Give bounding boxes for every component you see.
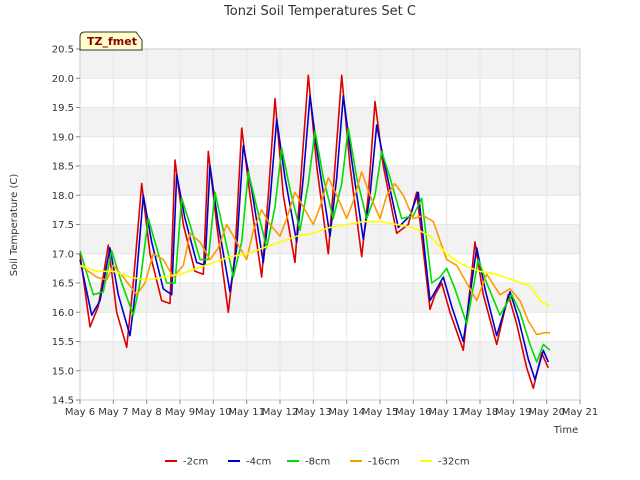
x-tick-label: May 6 — [65, 407, 95, 418]
y-tick-label: 18.0 — [52, 191, 74, 202]
legend-label: -16cm — [368, 457, 400, 468]
x-tick-label: May 12 — [262, 407, 299, 418]
grid-band — [80, 107, 580, 137]
chart-title: Tonzi Soil Temperatures Set C — [223, 4, 416, 19]
y-tick-label: 15.5 — [52, 337, 74, 348]
y-tick-label: 19.0 — [52, 132, 74, 143]
x-tick-label: May 14 — [328, 407, 365, 418]
y-axis-title: Soil Temperature (C) — [9, 174, 20, 277]
y-tick-label: 17.5 — [52, 220, 74, 231]
x-tick-label: May 8 — [132, 407, 162, 418]
legend-label: -4cm — [246, 457, 271, 468]
grid-band — [80, 341, 580, 371]
y-tick-label: 16.5 — [52, 279, 74, 290]
legend-label: -32cm — [438, 457, 470, 468]
site-tag-label: TZ_fmet — [87, 35, 137, 48]
legend: -2cm -4cm -8cm -16cm -32cm — [165, 457, 470, 468]
site-tag: TZ_fmet — [79, 31, 143, 51]
x-tick-label: May 11 — [228, 407, 265, 418]
x-tick-label: May 7 — [98, 407, 128, 418]
y-tick-label: 15.0 — [52, 366, 74, 377]
series-line-4cm — [79, 95, 550, 381]
legend-label: -8cm — [305, 457, 330, 468]
x-tick-label: May 17 — [428, 407, 465, 418]
x-tick-label: May 21 — [562, 407, 599, 418]
y-tick-label: 14.5 — [52, 396, 74, 407]
y-tick-label: 16.0 — [52, 308, 74, 319]
y-tick-label: 20.5 — [52, 45, 74, 56]
legend-label: -2cm — [183, 457, 208, 468]
x-tick-label: May 19 — [495, 407, 532, 418]
y-tick-label: 18.5 — [52, 162, 74, 173]
series-line-16cm — [79, 171, 550, 336]
x-tick-label: May 18 — [462, 407, 499, 418]
series-line-32cm — [79, 220, 551, 308]
x-axis-title: Time — [553, 425, 578, 436]
grid-band — [80, 49, 580, 79]
x-tick-label: May 15 — [362, 407, 399, 418]
x-tick-label: May 10 — [195, 407, 232, 418]
plot-area: 14.5 15.0 15.5 16.0 16.5 17.0 17.5 18.0 18.5 19.0… — [52, 45, 599, 419]
y-tick-label: 19.5 — [52, 103, 74, 114]
x-tick-label: May 20 — [528, 407, 565, 418]
y-tick-label: 17.0 — [52, 249, 74, 260]
site-tag-box — [79, 31, 143, 51]
x-tick-label: May 16 — [395, 407, 432, 418]
x-tick-label: May 9 — [165, 407, 195, 418]
x-tick-label: May 13 — [295, 407, 332, 418]
y-tick-label: 20.0 — [52, 74, 74, 85]
